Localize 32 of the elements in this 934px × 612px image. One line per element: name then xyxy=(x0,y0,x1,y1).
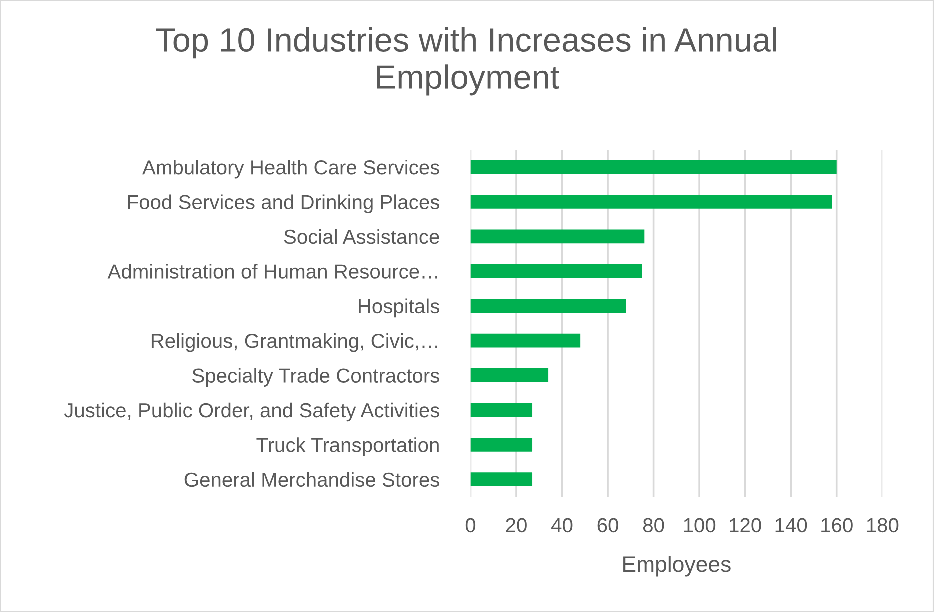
y-tick-label: Administration of Human Resource… xyxy=(108,264,438,279)
y-tick-label: Food Services and Drinking Places xyxy=(128,194,440,214)
bar xyxy=(470,403,533,418)
bar xyxy=(470,195,832,209)
x-axis-title: Employees xyxy=(624,556,731,577)
y-tick-label: Religious, Grantmaking, Civic,… xyxy=(152,333,438,352)
bar xyxy=(470,264,642,278)
x-tick-label: 100 xyxy=(684,518,716,533)
y-tick-label: Truck Transportation xyxy=(256,438,439,456)
bar xyxy=(470,230,645,244)
y-tick-label: Social Assistance xyxy=(284,229,440,244)
bar xyxy=(470,160,837,174)
bar xyxy=(470,438,533,452)
x-tick-label: 120 xyxy=(730,518,762,533)
x-tick-label: 40 xyxy=(552,518,573,533)
y-tick-label: Ambulatory Health Care Services xyxy=(142,160,440,179)
chart-title: Top 10 Industries with Increases in Annual Employment xyxy=(156,28,776,96)
bar xyxy=(470,472,533,487)
x-tick-label: 0 xyxy=(466,518,476,533)
x-tick-label: 140 xyxy=(776,518,808,533)
x-tick-label: 20 xyxy=(506,518,527,533)
bar xyxy=(470,368,549,382)
x-tick-label: 160 xyxy=(822,518,853,533)
bar xyxy=(470,299,626,314)
y-tick-label: General Merchandise Stores xyxy=(184,472,440,488)
y-tick-label: Specialty Trade Contractors xyxy=(192,368,440,387)
y-tick-label: Justice, Public Order, and Safety Activities xyxy=(64,402,440,422)
x-tick-label: 180 xyxy=(867,518,899,533)
x-tick-label: 60 xyxy=(598,518,618,533)
bar xyxy=(470,334,581,348)
x-tick-label: 80 xyxy=(643,518,664,533)
y-tick-label: Hospitals xyxy=(359,298,440,318)
